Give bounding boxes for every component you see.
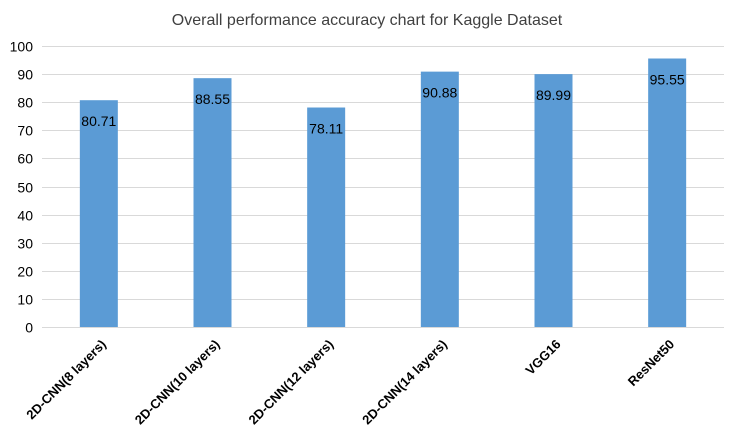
bar (534, 74, 573, 327)
bar (648, 58, 687, 327)
x-axis-tick-labels: 2D-CNN(8 layers) 2D-CNN(10 layers) 2D-CNN(… (23, 337, 677, 428)
data-label: 95.55 (650, 72, 685, 88)
x-tick-label: 2D-CNN(14 layers) (359, 337, 450, 428)
y-tick-label: 70 (17, 123, 33, 139)
bar (79, 100, 118, 328)
bar (307, 107, 346, 328)
y-tick-label: 20 (17, 264, 33, 280)
y-tick-label: 80 (17, 95, 33, 111)
x-tick-label: VGG16 (522, 337, 563, 378)
data-label: 78.11 (309, 121, 343, 137)
bar (193, 78, 232, 327)
bar (420, 71, 459, 327)
chart-title: Overall performance accuracy chart for K… (172, 12, 563, 29)
x-tick-label: ResNet50 (625, 337, 678, 390)
y-tick-label: 90 (17, 67, 33, 83)
y-tick-label: 0 (25, 320, 33, 336)
y-tick-label: 30 (17, 236, 33, 252)
y-tick-label: 50 (17, 180, 33, 196)
gridlines (42, 46, 724, 300)
x-tick-label: 2D-CNN(8 layers) (23, 337, 109, 423)
y-tick-label: 60 (17, 151, 33, 167)
x-tick-label: 2D-CNN(12 layers) (245, 337, 336, 428)
y-tick-label: 40 (17, 208, 33, 224)
axes: 0 10 20 30 40 50 60 70 80 90 100 (10, 39, 724, 336)
data-label: 90.88 (422, 85, 457, 101)
data-label: 89.99 (536, 87, 571, 103)
x-tick-label: 2D-CNN(10 layers) (132, 337, 223, 428)
y-tick-label: 10 (17, 292, 33, 308)
y-tick-label: 100 (10, 39, 34, 55)
data-label: 88.55 (195, 91, 230, 107)
data-labels: 80.71 88.55 78.11 90.88 89.99 95.55 (81, 72, 685, 137)
data-label: 80.71 (81, 113, 116, 129)
bars (79, 58, 687, 328)
